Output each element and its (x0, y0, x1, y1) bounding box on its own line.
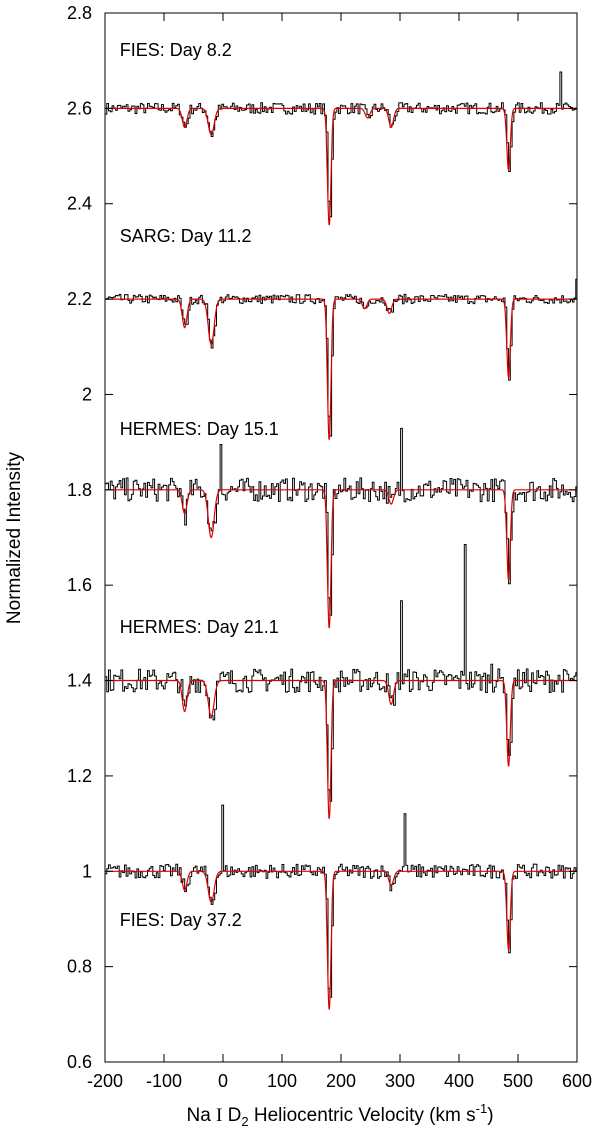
x-axis-title: Na I D2 Heliocentric Velocity (km s-1) (186, 1101, 493, 1129)
x-tick-label: 100 (267, 1071, 297, 1091)
spectrum-label: FIES: Day 8.2 (120, 40, 232, 60)
y-tick-label: 2.6 (67, 98, 92, 118)
y-axis-title: Normalized Intensity (4, 451, 25, 624)
spectrum-traces (105, 71, 577, 1010)
y-tick-label: 1.4 (67, 671, 92, 691)
observed-spectrum-3 (105, 544, 577, 802)
y-tick-label: 2.4 (67, 194, 92, 214)
y-tick-label: 0.8 (67, 957, 92, 977)
spectrum-label: HERMES: Day 15.1 (120, 419, 279, 439)
x-tick-label: 200 (326, 1071, 356, 1091)
y-tick-label: 1.8 (67, 480, 92, 500)
spectrum-labels: FIES: Day 8.2 SARG: Day 11.2 HERMES: Day 1… (120, 40, 279, 930)
model-fit-0 (105, 107, 577, 226)
y-tick-label: 1.6 (67, 575, 92, 595)
model-fit-4 (105, 870, 577, 1010)
x-tick-label: 300 (385, 1071, 415, 1091)
model-fit-1 (105, 298, 577, 440)
x-tick-label: 500 (503, 1071, 533, 1091)
model-fit-2 (105, 489, 577, 629)
y-tick-label: 2.8 (67, 3, 92, 23)
observed-spectrum-1 (105, 278, 577, 437)
axis-ticks: -200 -100 0 100 200 300 400 500 600 0.6 0.8 1 1.2 1.4… (67, 3, 592, 1091)
x-tick-label: 0 (218, 1071, 228, 1091)
y-tick-label: 1.2 (67, 766, 92, 786)
x-tick-label: -200 (87, 1071, 123, 1091)
y-tick-label: 0.6 (67, 1052, 92, 1072)
spectrum-label: FIES: Day 37.2 (120, 910, 242, 930)
y-tick-label: 1 (82, 861, 92, 881)
model-fit-3 (105, 679, 577, 819)
spectrum-label: SARG: Day 11.2 (120, 226, 252, 246)
y-tick-label: 2 (82, 384, 92, 404)
x-tick-label: -100 (146, 1071, 182, 1091)
x-tick-label: 400 (444, 1071, 474, 1091)
y-tick-label: 2.2 (67, 289, 92, 309)
observed-spectrum-2 (105, 427, 577, 616)
observed-spectrum-4 (105, 804, 577, 998)
spectrum-label: HERMES: Day 21.1 (120, 617, 279, 637)
x-tick-label: 600 (562, 1071, 592, 1091)
